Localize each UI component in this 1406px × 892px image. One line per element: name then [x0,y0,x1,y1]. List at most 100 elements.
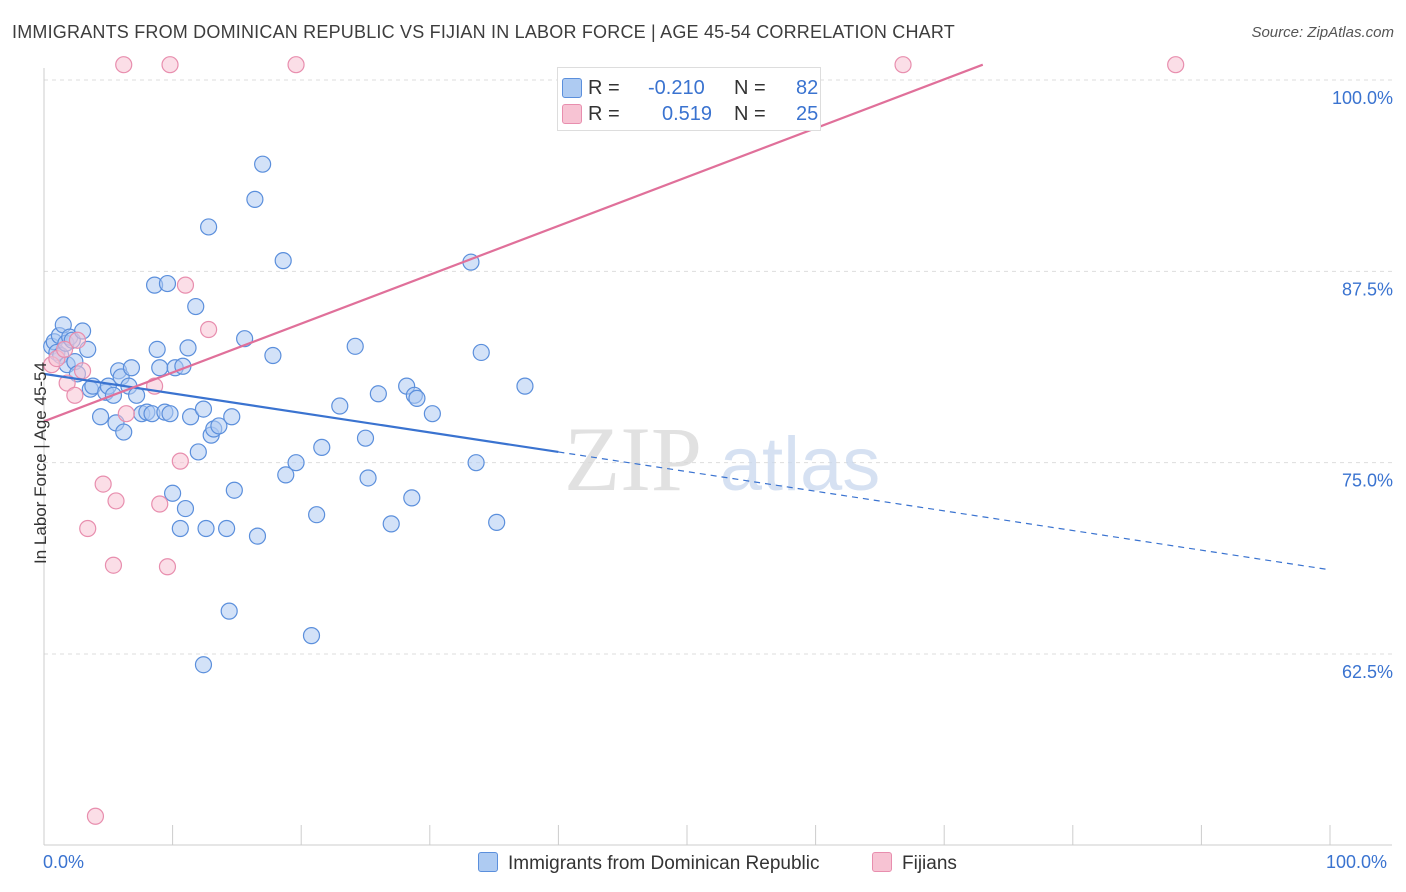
legend-item-dominican[interactable]: Immigrants from Dominican Republic [478,851,820,877]
data-point-fijian [104,556,123,574]
data-point-dominican [472,343,490,362]
data-point-dominican [331,397,349,415]
data-point-dominican [308,506,326,524]
data-point-dominican [302,627,321,645]
data-point-fijian [161,56,179,74]
data-point-dominican [277,466,295,484]
gridlines [44,79,1392,655]
data-point-dominican [171,519,189,538]
data-point-dominican [225,481,243,499]
data-point-dominican [264,346,282,365]
trendline-fijian [43,63,984,423]
axes [43,68,1392,846]
data-point-fijian [66,386,84,404]
legend-label-dominican: Immigrants from Dominican Republic [508,853,820,874]
legend-r-value: 0.519 [662,103,713,125]
data-point-fijian [158,558,177,576]
data-point-fijian [94,475,112,493]
data-point-dominican [151,359,169,377]
legend-r-label: R = [588,77,620,99]
data-point-fijian [68,331,87,349]
data-point-fijian [79,519,97,538]
data-point-dominican [122,359,141,377]
data-point-dominican [182,408,200,426]
data-point-fijian [73,362,92,380]
data-point-dominican [287,454,305,472]
data-point-fijian [115,56,133,74]
correlation-legend: R = -0.210 N = 82 R = 0.519 N = 25 [557,67,821,131]
data-point-dominican [187,297,205,316]
data-point-dominican [179,339,197,357]
data-point-dominican [158,274,177,293]
legend-label-fijian: Fijians [902,853,957,874]
data-point-dominican [403,489,421,507]
legend-r-value: -0.210 [648,77,705,99]
data-point-dominican [423,405,441,423]
x-tick-max: 100.0% [1326,852,1388,872]
y-tick-label: 87.5% [1342,279,1393,299]
data-point-dominican [382,515,400,533]
data-point-dominican [91,408,110,426]
watermark-zip: ZIP [564,408,702,510]
data-point-dominican [218,519,236,538]
source-label: Source: ZipAtlas.com [1251,24,1394,41]
chart-title: IMMIGRANTS FROM DOMINICAN REPUBLIC VS FI… [12,22,955,42]
data-point-fijian [151,495,169,513]
data-point-dominican [346,337,364,355]
data-point-dominican [408,389,426,407]
data-point-dominican [164,484,182,502]
x-tick-min: 0.0% [43,852,85,872]
legend-swatch-pink [562,104,582,124]
data-point-dominican [313,438,331,456]
data-point-dominican [161,405,179,423]
data-point-fijian [55,340,74,358]
y-tick-label: 100.0% [1332,88,1393,108]
legend-r-label: R = [588,103,620,125]
data-point-fijian [287,56,305,74]
data-point-dominican [246,190,264,208]
y-tick-label: 62.5% [1342,662,1393,682]
data-point-fijian [171,452,189,470]
legend-swatch-blue [562,78,582,98]
data-point-dominican [220,602,238,620]
trendline-dominican-solid [43,372,559,454]
legend-item-fijian[interactable]: Fijians [872,851,957,877]
legend-n-label: N = [734,77,766,99]
data-point-dominican [210,417,228,435]
data-point-fijian [200,320,218,339]
data-point-dominican [197,519,215,538]
data-point-fijian [176,276,195,294]
y-tick-labels: 62.5% 75.0% 87.5% 100.0% [1332,88,1393,682]
data-point-dominican [516,377,534,395]
data-point-fijian [894,56,912,74]
data-point-dominican [369,385,387,403]
series-dominican-points [43,155,534,674]
trendline-dominican-dashed [558,451,1331,571]
legend-n-value: 25 [796,103,819,125]
y-tick-label: 75.0% [1342,471,1393,491]
legend-swatch-pink [872,852,892,872]
data-point-dominican [194,656,213,674]
data-point-dominican [115,423,133,441]
data-point-fijian [107,492,125,510]
data-point-fijian [86,807,105,825]
y-axis-label: In Labor Force | Age 45-54 [31,362,50,564]
data-point-dominican [148,340,166,358]
data-point-dominican [189,443,207,461]
data-point-dominican [274,252,292,270]
data-point-dominican [176,499,195,518]
data-point-dominican [248,527,267,545]
data-point-dominican [359,469,377,487]
data-point-fijian [1167,56,1185,74]
data-point-fijian [117,405,135,423]
legend-n-value: 82 [796,77,819,99]
data-point-dominican [356,429,375,447]
data-point-dominican [488,513,506,531]
data-point-dominican [194,400,213,418]
data-point-dominican [200,218,218,236]
data-point-dominican [467,454,485,472]
data-point-dominican [254,155,272,173]
watermark-atlas: atlas [720,422,881,507]
data-point-dominican [223,408,241,426]
